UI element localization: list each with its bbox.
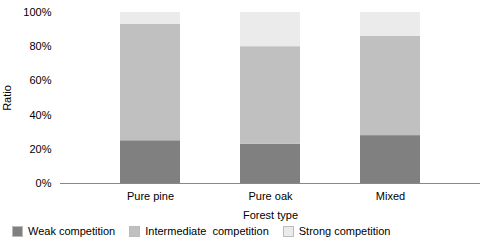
svg-text:20%: 20%: [29, 143, 51, 155]
html-text:Weak competition: Weak competition: [28, 225, 116, 237]
html-text:Intermediate competition: Intermediate competition: [145, 225, 269, 237]
svg-text:Ratio: Ratio: [1, 85, 13, 111]
svg-text:Pure pine: Pure pine: [127, 190, 174, 202]
svg-text:Forest type: Forest type: [243, 209, 298, 221]
html-text:Strong competition: Strong competition: [298, 225, 391, 237]
svg-text:0%: 0%: [36, 177, 52, 189]
svg-text:80%: 80%: [29, 40, 51, 52]
svg-text:100%: 100%: [23, 6, 51, 18]
svg-text:40%: 40%: [29, 109, 51, 121]
svg-text:Mixed: Mixed: [376, 190, 405, 202]
svg-text:Pure oak: Pure oak: [248, 190, 293, 202]
svg-text:60%: 60%: [29, 74, 51, 86]
